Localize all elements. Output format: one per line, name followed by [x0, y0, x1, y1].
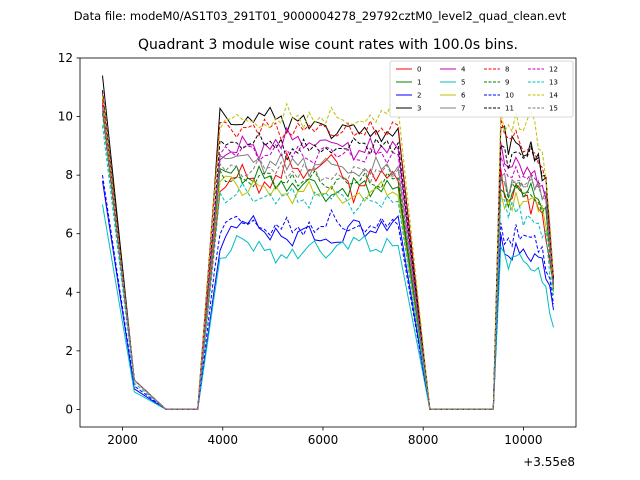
x-tick-label-4000: 4000: [208, 433, 239, 447]
legend-label-5: 5: [461, 79, 465, 87]
x-tick-label-6000: 6000: [308, 433, 339, 447]
legend-label-8: 8: [505, 66, 509, 74]
legend-label-1: 1: [417, 79, 421, 87]
y-tick-label-4: 4: [65, 285, 73, 299]
y-tick-label-10: 10: [58, 110, 73, 124]
series-line-13: [102, 125, 554, 410]
x-tick-label-10000: 10000: [504, 433, 542, 447]
y-tick-label-12: 12: [58, 51, 73, 65]
legend-label-3: 3: [417, 105, 421, 113]
y-tick-label-6: 6: [65, 227, 73, 241]
y-tick-label-0: 0: [65, 402, 73, 416]
legend-label-14: 14: [549, 92, 558, 100]
series-line-6: [102, 107, 554, 410]
series-line-14: [102, 96, 554, 410]
x-offset-label: +3.55e8: [523, 455, 575, 469]
series-line-7: [102, 104, 554, 410]
x-tick-label-2000: 2000: [107, 433, 138, 447]
legend-label-6: 6: [461, 92, 466, 100]
chart-suptitle: Data file: modeM0/AS1T03_291T01_90000042…: [74, 9, 567, 23]
legend-label-2: 2: [417, 92, 421, 100]
series-line-12: [102, 104, 554, 410]
series-line-1: [102, 110, 554, 410]
legend-label-13: 13: [549, 79, 558, 87]
legend-label-0: 0: [417, 66, 421, 74]
series-line-5: [102, 204, 554, 410]
series-line-10: [102, 175, 554, 410]
series-line-8: [102, 98, 554, 410]
legend-label-7: 7: [461, 105, 465, 113]
legend-box: [389, 60, 574, 118]
plot-frame: [79, 57, 577, 428]
chart-title: Quadrant 3 module wise count rates with …: [138, 37, 518, 53]
legend-label-10: 10: [505, 92, 514, 100]
legend-label-11: 11: [505, 105, 514, 113]
legend-label-15: 15: [549, 105, 558, 113]
x-tick-label-8000: 8000: [408, 433, 439, 447]
series-line-3: [102, 75, 554, 410]
legend-label-9: 9: [505, 79, 509, 87]
legend-label-4: 4: [461, 66, 466, 74]
legend-label-12: 12: [549, 66, 558, 74]
y-tick-label-2: 2: [65, 344, 73, 358]
series-line-2: [102, 180, 554, 410]
y-tick-label-8: 8: [65, 168, 73, 182]
series-lines: [102, 75, 554, 410]
series-line-15: [102, 107, 554, 410]
series-line-11: [102, 90, 554, 410]
